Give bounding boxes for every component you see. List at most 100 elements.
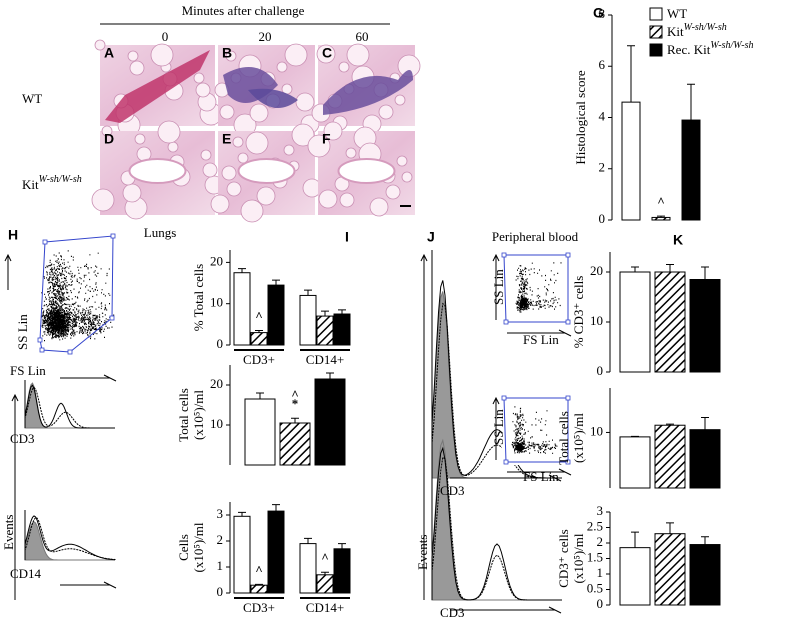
flow-axis-label: SS Lin xyxy=(491,269,506,305)
airway xyxy=(237,158,296,184)
arrow-head xyxy=(492,253,500,262)
bar xyxy=(689,544,721,606)
time-label: 0 xyxy=(162,29,169,44)
error-bar xyxy=(256,392,264,399)
alveolus xyxy=(240,199,264,223)
flow-axis-label: SS Lin xyxy=(491,409,506,445)
alveolus xyxy=(346,43,370,67)
y-tick-label: 2 xyxy=(217,532,224,547)
y-tick-label: 20 xyxy=(210,376,223,391)
bar xyxy=(316,574,334,594)
alveolus xyxy=(245,131,269,155)
gate-handle xyxy=(39,347,45,353)
y-tick-label: 10 xyxy=(210,295,223,310)
annotation: ^ xyxy=(321,550,329,565)
y-axis-label: % Total cells xyxy=(191,264,206,331)
bar xyxy=(654,533,686,606)
inset xyxy=(502,393,570,465)
gate-handle xyxy=(565,252,571,258)
bar xyxy=(233,272,251,346)
flow-axis-label: Events xyxy=(415,535,430,570)
error-bar xyxy=(326,372,334,379)
bar xyxy=(316,315,334,346)
y-axis-label: (x10⁵)/ml xyxy=(571,533,586,583)
alveolus xyxy=(283,144,295,156)
alveolus xyxy=(338,61,350,73)
alveolus xyxy=(157,120,181,144)
row-label-main: Kit xyxy=(22,177,39,192)
alveolus xyxy=(219,104,235,120)
gate-handle xyxy=(67,349,73,355)
y-tick-label: 4 xyxy=(599,108,606,123)
y-tick-label: 3 xyxy=(217,506,224,521)
y-tick-label: 0 xyxy=(597,596,604,611)
y-tick-label: 8 xyxy=(599,6,606,21)
x-tick-label: CD3+ xyxy=(243,352,275,367)
alveolus xyxy=(195,82,211,98)
y-tick-label: 0 xyxy=(597,363,604,378)
error-bar xyxy=(631,266,639,272)
alveolus xyxy=(316,44,336,64)
histogram xyxy=(431,456,562,601)
y-tick-label: 2.5 xyxy=(587,518,603,533)
bar xyxy=(250,584,268,594)
airway xyxy=(337,158,396,184)
tissue-lesion xyxy=(248,88,298,108)
alveolus xyxy=(318,189,338,209)
legend-label: WT xyxy=(667,6,687,21)
bar xyxy=(621,101,641,221)
bar xyxy=(233,515,251,594)
alveolus xyxy=(193,72,205,84)
time-label: 20 xyxy=(259,29,272,44)
gate-handle xyxy=(501,395,507,401)
panel-letter: G xyxy=(593,5,604,21)
error-bar xyxy=(657,215,665,218)
legend-name: WT xyxy=(667,6,687,21)
y-axis-label: Histological score xyxy=(573,70,588,164)
alveolus xyxy=(167,141,179,153)
x-tick-label: CD14+ xyxy=(306,352,344,367)
error-bar xyxy=(701,416,709,430)
section-title: Peripheral blood xyxy=(492,229,579,244)
bar xyxy=(654,271,686,373)
alveolus xyxy=(396,155,408,167)
error-bar xyxy=(666,423,674,426)
airway xyxy=(128,158,187,184)
alveolus xyxy=(129,60,145,76)
micrographs: A B C D E F xyxy=(91,39,421,223)
alveolus xyxy=(210,194,230,214)
bar xyxy=(267,510,285,594)
panel-letter: J xyxy=(427,229,435,245)
y-axis-label: Total cells xyxy=(176,388,191,442)
row-label-sup: W-sh/W-sh xyxy=(39,174,82,185)
x-tick-label: CD14+ xyxy=(306,600,344,615)
alveolus xyxy=(200,149,212,161)
alveolus xyxy=(323,121,343,141)
legend-label: Rec. KitW-sh/W-sh xyxy=(667,40,753,57)
micrograph-label: D xyxy=(104,131,114,147)
alveolus xyxy=(150,43,174,67)
micrograph-label: A xyxy=(104,45,114,61)
arrow-head xyxy=(558,468,572,476)
bar xyxy=(654,424,686,489)
alveolus xyxy=(232,136,244,148)
alveolus xyxy=(237,152,249,164)
alveolus xyxy=(249,103,269,123)
alveolus xyxy=(378,104,394,120)
alveolus xyxy=(94,39,106,51)
error-bar xyxy=(291,417,299,423)
legend-sup: W-sh/W-sh xyxy=(710,40,753,51)
micrograph-label: B xyxy=(222,45,232,61)
y-axis-label: Cells xyxy=(176,534,191,561)
flow-axis-label: FS Lin xyxy=(523,469,559,484)
bar xyxy=(250,332,268,346)
arrow-head xyxy=(103,374,117,382)
annotation: ^ xyxy=(255,309,263,324)
arrow-head xyxy=(4,253,12,262)
alveolus xyxy=(295,92,315,112)
error-bar xyxy=(321,310,329,317)
inset xyxy=(502,250,570,325)
gate-handle xyxy=(503,459,509,465)
error-bar xyxy=(687,83,695,121)
error-bar xyxy=(238,511,246,517)
